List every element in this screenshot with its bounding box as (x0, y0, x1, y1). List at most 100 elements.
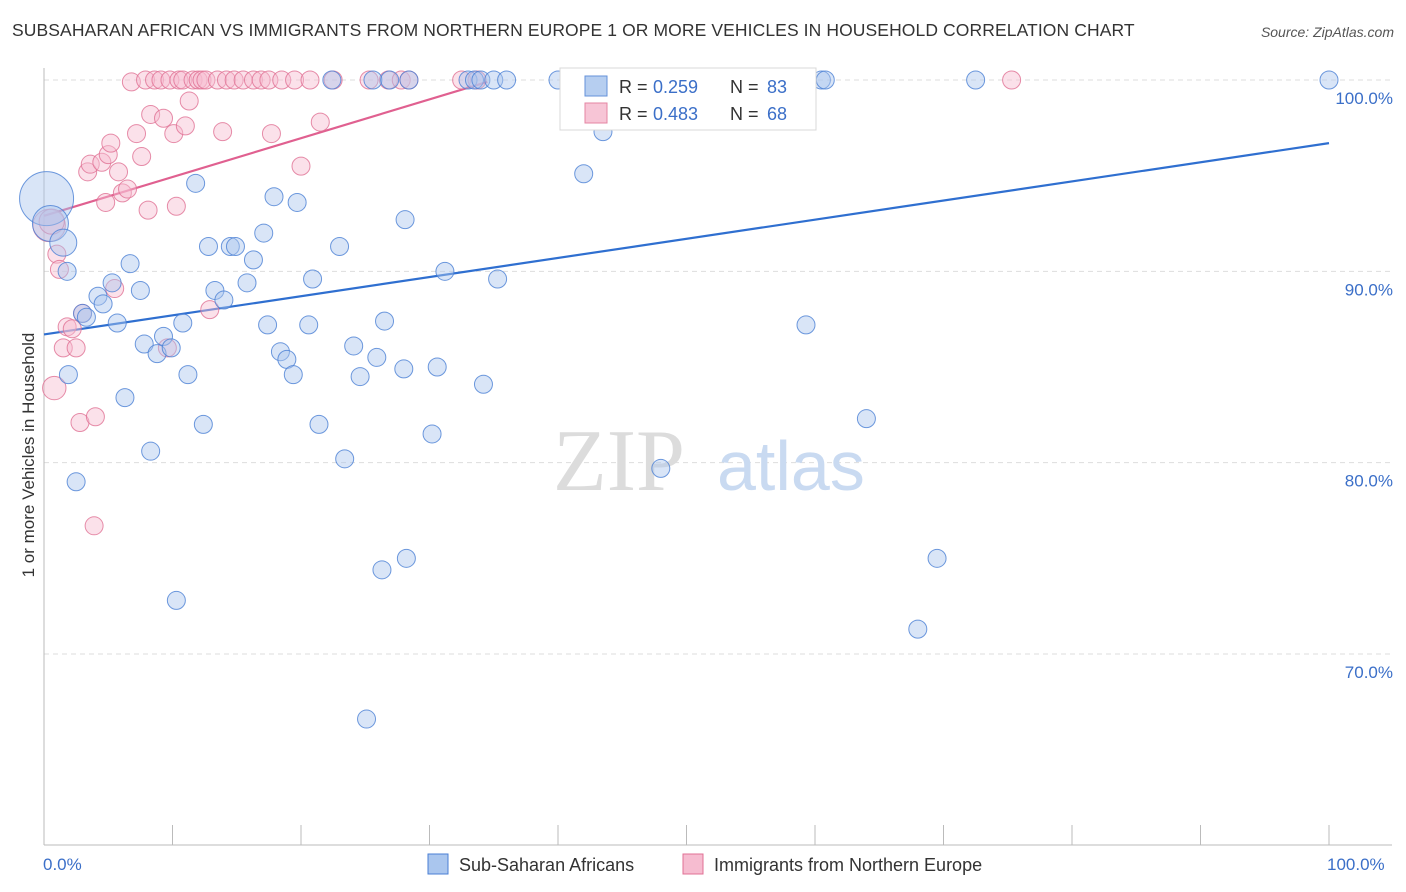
trend-lines (43, 80, 1330, 336)
northern-europe-point-28 (141, 104, 161, 124)
northern-europe-point-67 (1002, 70, 1022, 90)
subsaharan-point-43 (330, 236, 350, 256)
subsaharan-point-29 (225, 236, 245, 256)
northern-europe-point-35 (166, 196, 186, 216)
subsaharan-point-13 (120, 254, 140, 274)
subsaharan-point-22 (178, 365, 198, 385)
subsaharan-point-61 (464, 70, 484, 90)
northern-europe-point-37 (173, 70, 193, 90)
subsaharan-point-24 (193, 414, 213, 434)
northern-europe-point-55 (285, 70, 305, 90)
northern-europe-point-25 (132, 147, 152, 167)
subsaharan-point-72 (651, 458, 671, 478)
stats-legend-r-value-blue: 0.259 (653, 77, 698, 97)
subsaharan-point-15 (134, 334, 154, 354)
subsaharan-point-33 (258, 315, 278, 335)
subsaharan-point-27 (214, 290, 234, 310)
subsaharan-point-47 (357, 709, 377, 729)
northern-europe-point-31 (154, 108, 174, 128)
subsaharan-point-51 (375, 311, 395, 331)
northern-europe-point-16 (96, 192, 116, 212)
subsaharan-point-75 (796, 315, 816, 335)
northern-europe-point-38 (175, 116, 195, 136)
subsaharan-point-54 (396, 548, 416, 568)
subsaharan-point-81 (966, 70, 986, 90)
y-tick-label-70: 70.0% (1345, 663, 1393, 682)
subsaharan-point-2 (49, 228, 78, 257)
subsaharan-point-12 (115, 388, 135, 408)
source-label: Source: ZipAtlas.com (1260, 24, 1394, 40)
northern-europe-point-29 (145, 70, 165, 90)
stats-legend-n-label-pink: N = (730, 104, 759, 124)
northern-europe-point-39 (179, 91, 199, 111)
subsaharan-point-44 (335, 449, 355, 469)
subsaharan-point-59 (435, 261, 455, 281)
series-legend-label-pink: Immigrants from Northern Europe (714, 855, 982, 875)
subsaharan-point-58 (427, 357, 447, 377)
subsaharan-point-65 (488, 269, 508, 289)
stats-legend-swatch-pink (584, 102, 608, 124)
northern-europe-point-14 (84, 516, 104, 536)
subsaharan-point-52 (380, 70, 400, 90)
subsaharan-point-19 (161, 338, 181, 358)
subsaharan-point-17 (147, 344, 167, 364)
subsaharan-point-30 (237, 273, 257, 293)
northern-europe-point-34 (164, 124, 184, 144)
stats-legend-r-label-pink: R = (619, 104, 648, 124)
subsaharan-point-5 (66, 472, 86, 492)
stats-legend-swatch-blue (584, 75, 608, 97)
stats-legend-n-value-pink: 68 (767, 104, 787, 124)
subsaharan-point-49 (367, 347, 387, 367)
subsaharan-point-1 (31, 205, 69, 242)
northern-europe-point-18 (101, 133, 121, 153)
northern-europe-point-2 (42, 375, 67, 401)
series-legend: Sub-Saharan Africans Immigrants from Nor… (427, 853, 982, 875)
northern-europe-point-27 (138, 200, 158, 220)
subsaharan-point-35 (270, 342, 290, 362)
stats-legend: R = 0.259 N = 83 R = 0.483 N = 68 (559, 67, 817, 131)
y-tick-label-100: 100.0% (1335, 89, 1393, 108)
northern-europe-point-15 (92, 152, 112, 172)
stats-legend-n-value-blue: 83 (767, 77, 787, 97)
subsaharan-point-6 (73, 303, 93, 323)
northern-europe-point-12 (80, 154, 100, 174)
subsaharan-point-50 (372, 560, 392, 580)
stats-legend-r-label-blue: R = (619, 77, 648, 97)
northern-europe-point-53 (261, 124, 281, 144)
northern-europe-point-46 (213, 122, 233, 142)
northern-europe-point-1 (38, 208, 65, 235)
y-axis-label: 1 or more Vehicles in Household (19, 333, 38, 578)
subsaharan-point-77 (815, 70, 835, 90)
northern-europe-point-4 (49, 259, 69, 279)
northern-europe-point-13 (85, 407, 105, 427)
northern-europe-point-62 (391, 70, 411, 90)
watermark-zip: ZIP (553, 413, 685, 510)
subsaharan-point-28 (220, 236, 240, 256)
northern-europe-point-51 (251, 70, 271, 90)
subsaharan-point-3 (57, 261, 77, 281)
subsaharan-point-56 (394, 359, 414, 379)
x-tick-label-min: 0.0% (43, 855, 82, 874)
subsaharan-point-78 (856, 409, 876, 429)
subsaharan-point-41 (309, 414, 329, 434)
subsaharan-point-11 (107, 313, 127, 333)
y-tick-label-90: 90.0% (1345, 280, 1393, 299)
subsaharan-point-23 (186, 173, 206, 193)
series-subsaharan-points (19, 70, 1339, 729)
subsaharan-point-39 (299, 315, 319, 335)
subsaharan-point-14 (130, 280, 150, 300)
subsaharan-point-20 (166, 590, 186, 610)
subsaharan-point-9 (93, 294, 113, 314)
northern-europe-point-23 (121, 72, 141, 92)
subsaharan-point-45 (344, 336, 364, 356)
subsaharan-point-63 (473, 374, 493, 394)
northern-europe-point-50 (243, 70, 263, 90)
subsaharan-point-16 (141, 441, 161, 461)
subsaharan-point-34 (264, 187, 284, 207)
subsaharan-point-25 (198, 236, 218, 256)
subsaharan-point-40 (303, 269, 323, 289)
subsaharan-point-18 (154, 326, 174, 346)
y-tick-labels: 70.0% 80.0% 90.0% 100.0% (1335, 89, 1393, 682)
watermark-atlas: atlas (717, 427, 865, 505)
